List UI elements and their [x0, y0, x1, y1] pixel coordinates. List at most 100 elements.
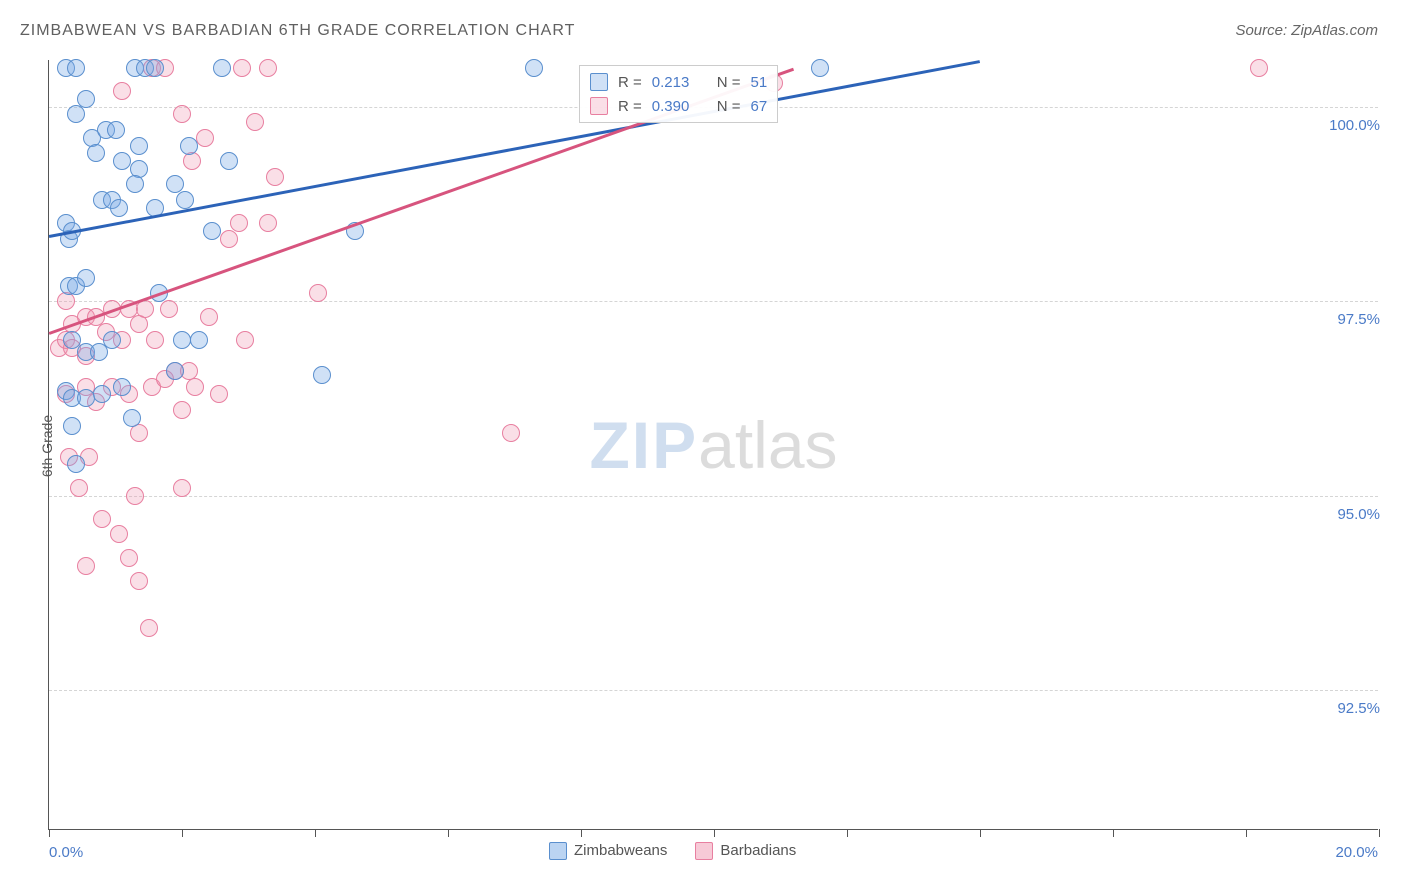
y-tick-label: 97.5%: [1300, 311, 1380, 328]
data-point: [113, 378, 131, 396]
data-point: [140, 619, 158, 637]
x-tick: [315, 829, 316, 837]
data-point: [113, 152, 131, 170]
data-point: [126, 175, 144, 193]
data-point: [196, 129, 214, 147]
stat-row: R = 0.213 N = 51: [590, 70, 767, 94]
data-point: [77, 90, 95, 108]
data-point: [166, 362, 184, 380]
data-point: [246, 113, 264, 131]
data-point: [220, 230, 238, 248]
gridline-h: [49, 301, 1378, 302]
data-point: [236, 331, 254, 349]
y-tick-label: 92.5%: [1300, 700, 1380, 717]
data-point: [146, 59, 164, 77]
legend-item: Zimbabweans: [549, 842, 667, 860]
x-tick: [980, 829, 981, 837]
data-point: [186, 378, 204, 396]
stat-r-value: 0.390: [652, 98, 707, 115]
data-point: [525, 59, 543, 77]
y-tick-label: 100.0%: [1300, 117, 1380, 134]
x-tick: [1379, 829, 1380, 837]
stat-box: R = 0.213 N = 51 R = 0.390 N = 67: [579, 65, 778, 123]
data-point: [70, 479, 88, 497]
stat-n-label: N =: [717, 98, 741, 115]
data-point: [190, 331, 208, 349]
x-tick: [1246, 829, 1247, 837]
x-tick: [49, 829, 50, 837]
data-point: [113, 82, 131, 100]
legend-swatch: [549, 842, 567, 860]
data-point: [266, 168, 284, 186]
data-point: [309, 284, 327, 302]
x-tick-label: 20.0%: [1335, 844, 1378, 861]
y-tick-label: 95.0%: [1300, 506, 1380, 523]
data-point: [173, 331, 191, 349]
data-point: [93, 510, 111, 528]
data-point: [130, 315, 148, 333]
data-point: [63, 417, 81, 435]
data-point: [183, 152, 201, 170]
data-point: [200, 308, 218, 326]
data-point: [259, 214, 277, 232]
data-point: [67, 455, 85, 473]
watermark-atlas: atlas: [698, 408, 837, 482]
stat-r-label: R =: [618, 98, 642, 115]
data-point: [313, 366, 331, 384]
data-point: [103, 331, 121, 349]
data-point: [67, 105, 85, 123]
data-point: [1250, 59, 1268, 77]
x-tick: [581, 829, 582, 837]
data-point: [203, 222, 221, 240]
data-point: [110, 199, 128, 217]
data-point: [146, 331, 164, 349]
data-point: [130, 424, 148, 442]
stat-n-value: 51: [751, 74, 768, 91]
data-point: [126, 487, 144, 505]
data-point: [220, 152, 238, 170]
data-point: [173, 401, 191, 419]
data-point: [213, 59, 231, 77]
data-point: [173, 105, 191, 123]
data-point: [77, 269, 95, 287]
data-point: [93, 385, 111, 403]
data-point: [87, 144, 105, 162]
x-tick: [1113, 829, 1114, 837]
data-point: [57, 292, 75, 310]
data-point: [130, 572, 148, 590]
data-point: [173, 479, 191, 497]
x-tick-label: 0.0%: [49, 844, 83, 861]
data-point: [811, 59, 829, 77]
data-point: [107, 121, 125, 139]
x-legend: Zimbabweans Barbadians: [549, 842, 796, 860]
data-point: [259, 59, 277, 77]
gridline-h: [49, 496, 1378, 497]
x-tick: [847, 829, 848, 837]
stat-n-value: 67: [751, 98, 768, 115]
data-point: [502, 424, 520, 442]
gridline-h: [49, 690, 1378, 691]
x-tick: [714, 829, 715, 837]
stat-r-value: 0.213: [652, 74, 707, 91]
watermark: ZIPatlas: [589, 407, 837, 483]
data-point: [120, 549, 138, 567]
data-point: [210, 385, 228, 403]
watermark-zip: ZIP: [589, 408, 698, 482]
data-point: [233, 59, 251, 77]
data-point: [77, 557, 95, 575]
stat-n-label: N =: [717, 74, 741, 91]
stat-r-label: R =: [618, 74, 642, 91]
x-tick: [448, 829, 449, 837]
data-point: [110, 525, 128, 543]
data-point: [160, 300, 178, 318]
legend-swatch: [590, 73, 608, 91]
data-point: [230, 214, 248, 232]
x-tick: [182, 829, 183, 837]
data-point: [130, 137, 148, 155]
source-label: Source: ZipAtlas.com: [1235, 22, 1378, 39]
data-point: [180, 137, 198, 155]
plot-area: ZIPatlas 100.0%97.5%95.0%92.5%0.0%20.0%R…: [48, 60, 1378, 830]
legend-swatch: [590, 97, 608, 115]
legend-item: Barbadians: [695, 842, 796, 860]
stat-row: R = 0.390 N = 67: [590, 94, 767, 118]
